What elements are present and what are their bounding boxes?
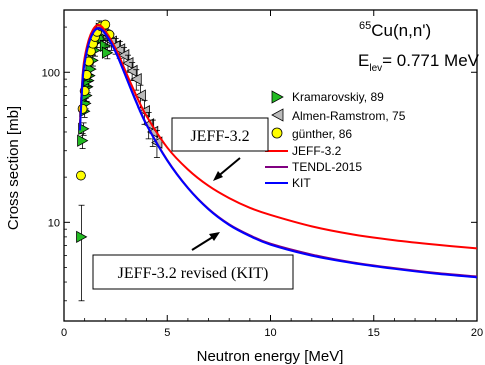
title-superscript: 65 [359,20,371,32]
legend-marker-guenther [271,127,283,139]
title-main: Cu(n,n') [371,21,431,40]
annotation-kit-box [92,254,294,290]
axis-ticks: 0 5 10 15 20 10 100 [42,10,483,339]
g-nther-86-point [76,170,86,181]
y-tick-label: 100 [42,67,60,79]
legend-label-jeff: JEFF-3.2 [292,144,342,158]
kramarovskiy-89-point [77,134,89,147]
almen-ramstrom-75-point [126,64,138,78]
legend-label-guenther: günther, 86 [292,127,352,141]
y-tick-label: 10 [48,217,60,229]
annotation-jeff-arrowhead [213,171,223,181]
x-tick-label: 20 [471,327,483,339]
subtitle-rest: = 0.771 MeV [382,51,480,70]
kramarovskiy-89-point [76,230,88,244]
x-tick-label: 5 [164,327,170,339]
annotation-kit-text: JEFF-3.2 revised (KIT) [118,265,269,282]
almen-ramstrom-75-point [134,89,146,102]
annotation-jeff-box [171,117,269,152]
subtitle-subscript: lev [369,63,382,74]
legend-marker-almen-ramstrom [271,108,284,122]
annotation-jeff-text: JEFF-3.2 [190,128,249,145]
chart-subtitle: Elev= 0.771 MeV [358,51,480,74]
almen-ramstrom-75-point [130,72,142,86]
kramarovskiy-89-point [101,46,114,59]
g-nther-86-point [77,104,88,114]
chart-title: 65Cu(n,n') [359,20,431,40]
x-tick-label: 10 [264,327,276,339]
legend-label-tendl: TENDL-2015 [292,160,362,174]
x-tick-label: 0 [61,327,67,339]
x-axis-label: Neutron energy [MeV] [197,348,344,365]
annotation-jeff: JEFF-3.2 [171,117,269,181]
almen-ramstrom-75-point [113,43,126,56]
legend-label-kramarovskiy: Kramarovskiy, 89 [292,90,384,104]
legend: Kramarovskiy, 89 Almen-Ramstrom, 75 günt… [265,90,406,190]
data-layer [76,19,477,302]
subtitle-main: E [358,51,369,70]
legend-marker-kramarovskiy [271,90,284,104]
kit-curve [78,27,477,279]
annotation-kit-arrowhead [209,232,220,241]
y-axis-label: Cross section [mb] [5,106,22,230]
x-tick-label: 15 [368,327,380,339]
legend-label-kit: KIT [292,176,311,190]
annotation-kit: JEFF-3.2 revised (KIT) [92,232,294,290]
legend-label-almen-ramstrom: Almen-Ramstrom, 75 [292,109,406,123]
almen-ramstrom-75-point [122,56,134,70]
jeff-3-2-curve [78,23,477,250]
